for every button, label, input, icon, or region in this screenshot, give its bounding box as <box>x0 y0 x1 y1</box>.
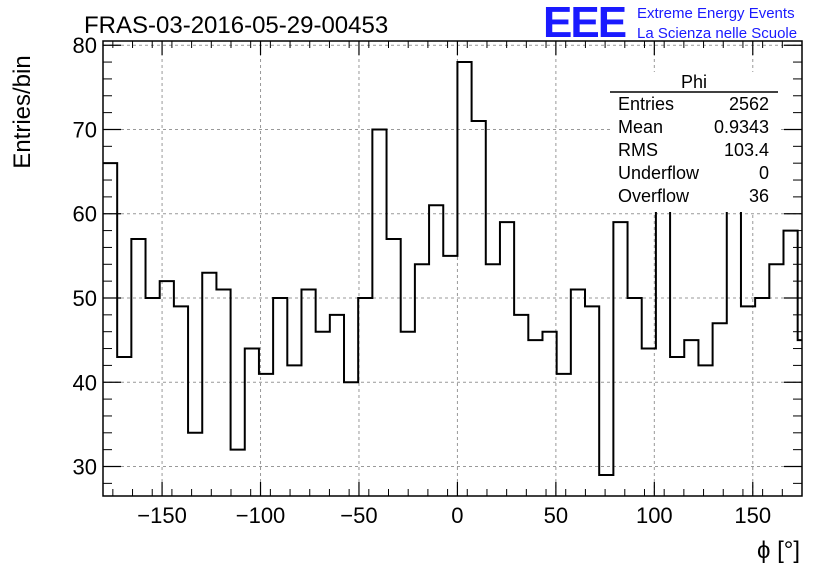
stats-label-entries: Entries <box>618 94 674 114</box>
histogram-outline <box>103 61 802 476</box>
stats-value-rms: 103.4 <box>724 140 769 160</box>
logo-line-1: Extreme Energy Events <box>637 5 795 22</box>
x-axis-title: ϕ [°] <box>757 537 800 564</box>
x-tick-label: −50 <box>340 503 377 528</box>
stats-box-name: Phi <box>681 72 707 92</box>
y-tick-label: 30 <box>73 455 97 480</box>
histogram-bin <box>727 163 741 496</box>
histogram-bin <box>783 231 797 496</box>
histogram-bin <box>415 264 429 496</box>
histogram-bin <box>344 382 358 496</box>
histogram-bin <box>358 298 372 496</box>
histogram-bin <box>160 281 174 496</box>
x-tick-label: −150 <box>137 503 187 528</box>
histogram-bin <box>557 374 571 496</box>
histogram-bin <box>202 273 216 496</box>
axis-ticks <box>103 41 803 496</box>
x-tick-label: −100 <box>236 503 286 528</box>
histogram-bin <box>316 332 330 496</box>
histogram-bin <box>713 323 727 496</box>
histogram-bin <box>698 365 712 496</box>
histogram-bin <box>599 475 613 496</box>
histogram-bin <box>301 290 315 496</box>
x-tick-labels: −150 −100 −50 0 50 100 150 <box>137 503 771 528</box>
x-tick-label: 100 <box>636 503 673 528</box>
x-tick-label: 150 <box>734 503 771 528</box>
y-tick-labels: 30 40 50 60 70 80 <box>73 33 97 479</box>
y-tick-label: 70 <box>73 117 97 142</box>
histogram-bins <box>103 61 802 496</box>
histogram-bin <box>387 239 401 496</box>
stats-label-underflow: Underflow <box>618 163 700 183</box>
chart-title: FRAS-03-2016-05-29-00453 <box>84 12 388 39</box>
histogram-bin <box>273 298 287 496</box>
logo-line-2: La Scienza nelle Scuole <box>637 25 797 42</box>
histogram-bin <box>216 290 230 496</box>
histogram-bin <box>741 306 755 496</box>
histogram-bin <box>188 433 202 496</box>
x-tick-label: 50 <box>544 503 568 528</box>
histogram-bin <box>670 357 684 496</box>
histogram-bin <box>542 332 556 496</box>
histogram-bin <box>259 374 273 496</box>
histogram-bin <box>457 62 471 496</box>
stats-label-rms: RMS <box>618 140 658 160</box>
histogram-bin <box>401 332 415 496</box>
histogram-bin <box>131 239 145 496</box>
stats-box: Phi Entries 2562 Mean 0.9343 RMS 103.4 U… <box>610 72 778 212</box>
histogram-bin <box>755 298 769 496</box>
y-tick-label: 50 <box>73 286 97 311</box>
y-tick-label: 40 <box>73 370 97 395</box>
stats-label-overflow: Overflow <box>618 186 690 206</box>
eee-logo: EEE <box>543 0 626 47</box>
histogram-bin <box>117 357 131 496</box>
plot-frame <box>102 40 803 497</box>
stats-value-mean: 0.9343 <box>714 117 769 137</box>
histogram-bin <box>231 450 245 496</box>
y-axis-title: Entries/bin <box>9 55 36 168</box>
stats-value-overflow: 36 <box>749 186 769 206</box>
y-tick-label: 60 <box>73 202 97 227</box>
histogram-bin <box>571 290 585 496</box>
histogram-bin <box>628 298 642 496</box>
histogram-bin <box>146 298 160 496</box>
histogram-bin <box>528 340 542 496</box>
histogram-bin <box>613 222 627 496</box>
histogram-bin <box>514 315 528 496</box>
stats-value-entries: 2562 <box>729 94 769 114</box>
histogram-bin <box>103 163 117 496</box>
histogram-bin <box>656 205 670 496</box>
histogram-bin <box>429 205 443 496</box>
histogram-bin <box>472 121 486 496</box>
histogram-bin <box>174 306 188 496</box>
histogram-bin <box>769 264 783 496</box>
histogram-bin <box>486 264 500 496</box>
histogram-bin <box>684 340 698 496</box>
y-tick-label: 80 <box>73 33 97 58</box>
stats-value-underflow: 0 <box>759 163 769 183</box>
histogram-bin <box>287 365 301 496</box>
histogram-bin <box>372 129 386 496</box>
histogram-bin <box>585 306 599 496</box>
stats-box-bg <box>610 72 778 212</box>
histogram-bin <box>642 349 656 496</box>
x-tick-label: 0 <box>451 503 463 528</box>
histogram-bin <box>443 256 457 496</box>
histogram-bin <box>500 222 514 496</box>
stats-label-mean: Mean <box>618 117 663 137</box>
histogram-bin <box>245 349 259 496</box>
histogram-bin <box>330 315 344 496</box>
